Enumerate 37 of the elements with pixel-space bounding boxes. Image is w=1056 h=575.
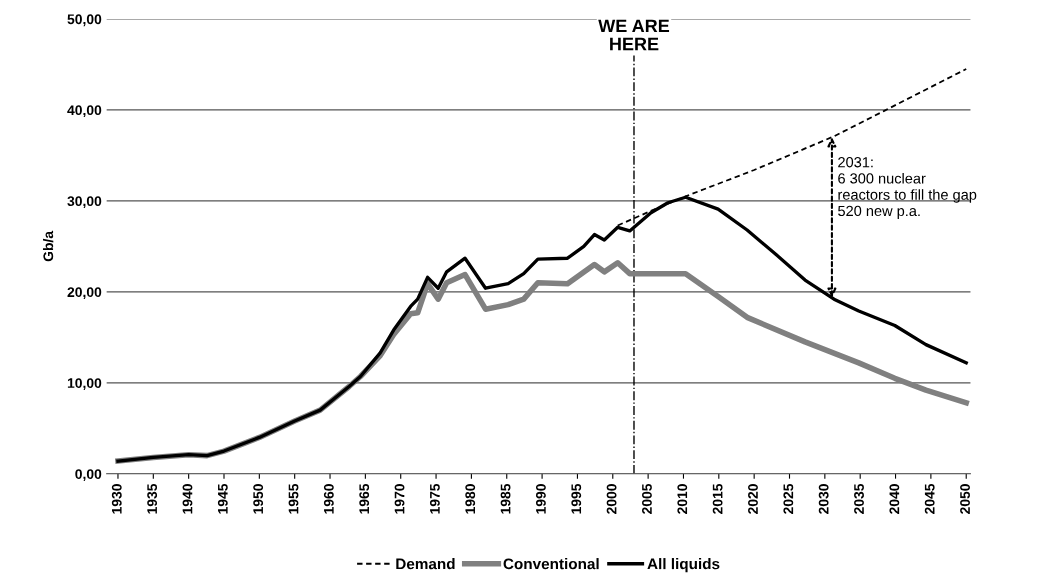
x-tick-label: 1935 <box>147 483 158 514</box>
y-tick-label: 40,00 <box>67 105 102 118</box>
x-tick-label: 1930 <box>111 484 122 514</box>
x-tick-label: 2000 <box>606 484 617 514</box>
x-tick-label: 2035 <box>854 483 864 514</box>
x-tick-label: 1980 <box>465 484 476 514</box>
x-tick-label: 1950 <box>253 484 264 514</box>
x-tick-label: 2040 <box>889 484 900 514</box>
y-tick-label: 0,00 <box>75 469 102 481</box>
legend-label: Demand <box>396 558 455 570</box>
x-tick-label: 2010 <box>677 484 688 514</box>
legend-label: Conventional <box>503 558 599 570</box>
x-tick-label: 2020 <box>748 484 758 514</box>
x-tick-label: 2050 <box>960 484 970 514</box>
x-tick-label: 1965 <box>359 483 370 514</box>
x-tick-label: 2030 <box>818 484 829 514</box>
y-tick-label: 30,00 <box>67 196 102 209</box>
x-tick-label: 1945 <box>217 483 228 514</box>
x-tick-label: 1990 <box>535 484 546 514</box>
x-tick-label: 1940 <box>182 484 193 514</box>
x-tick-label: 1960 <box>323 484 334 514</box>
x-tick-label: 1970 <box>394 484 405 514</box>
y-tick-label: 10,00 <box>67 378 102 391</box>
x-tick-label: 1955 <box>288 483 299 514</box>
x-tick-label: 1995 <box>571 483 582 514</box>
y-tick-label: 20,00 <box>67 287 102 300</box>
annotation: 2031: 6 300 nuclear reactors to fill the gap 520 new p.a. <box>838 157 977 219</box>
x-tick-label: 1985 <box>500 483 511 514</box>
ref-line-label: WE ARE HERE <box>598 19 670 51</box>
y-tick-label: 50,00 <box>67 14 102 27</box>
legend-label: All liquids <box>647 558 720 573</box>
x-tick-label: 2015 <box>712 483 723 514</box>
x-tick-label: 2005 <box>642 483 652 514</box>
y-axis-title: Gb/a <box>42 230 54 262</box>
x-tick-label: 1975 <box>429 483 440 514</box>
x-tick-label: 2025 <box>783 483 794 514</box>
x-tick-label: 2045 <box>924 483 935 514</box>
